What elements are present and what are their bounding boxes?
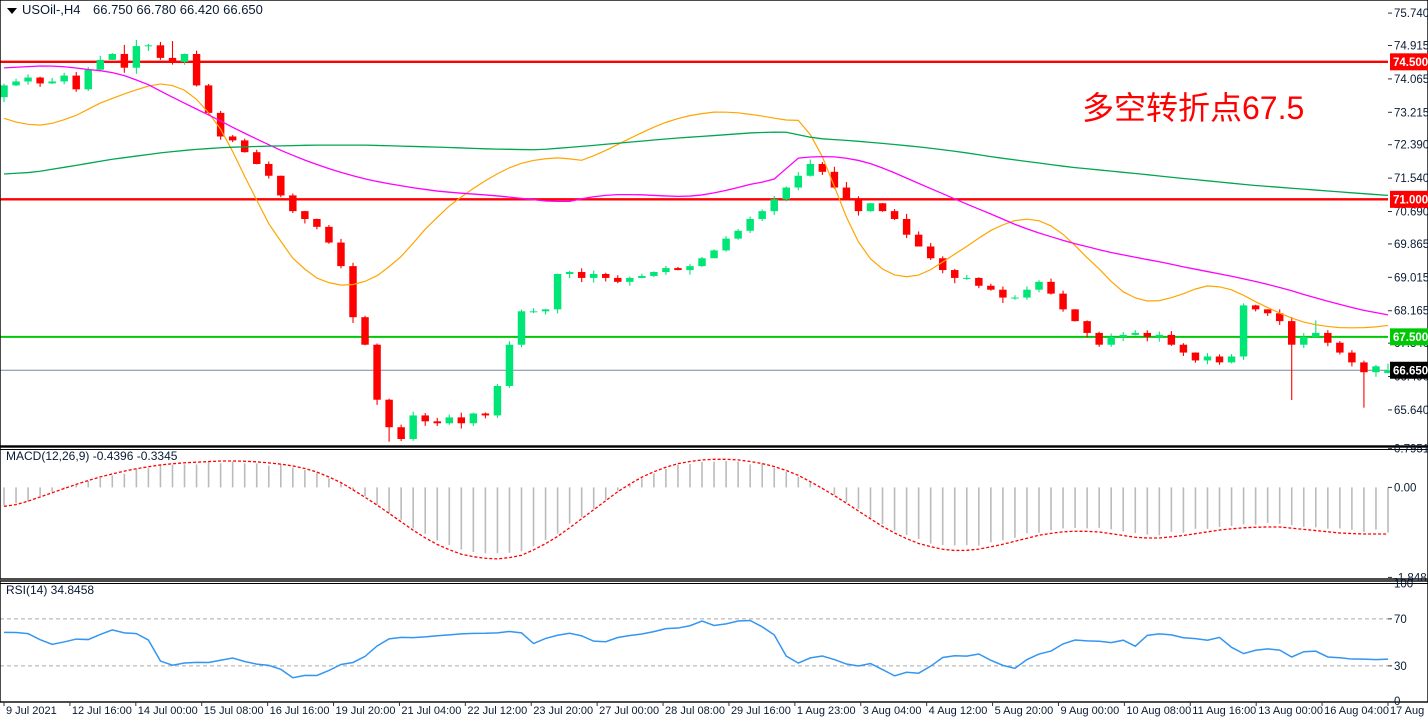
svg-text:100: 100: [1394, 579, 1413, 591]
svg-text:15 Jul 08:00: 15 Jul 08:00: [204, 705, 264, 717]
svg-text:4 Aug 12:00: 4 Aug 12:00: [929, 705, 988, 717]
svg-text:RSI(14) 34.8458: RSI(14) 34.8458: [6, 583, 94, 597]
svg-text:16 Aug 04:00: 16 Aug 04:00: [1324, 705, 1389, 717]
svg-text:72.390: 72.390: [1394, 140, 1428, 152]
svg-text:70.690: 70.690: [1394, 207, 1428, 219]
svg-text:9 Aug 00:00: 9 Aug 00:00: [1060, 705, 1119, 717]
svg-text:22 Jul 12:00: 22 Jul 12:00: [467, 705, 527, 717]
svg-text:74.915: 74.915: [1394, 41, 1428, 53]
svg-text:65.640: 65.640: [1394, 405, 1428, 417]
svg-text:21 Jul 04:00: 21 Jul 04:00: [401, 705, 461, 717]
svg-text:11 Aug 16:00: 11 Aug 16:00: [1192, 705, 1256, 717]
svg-text:74.500: 74.500: [1393, 57, 1428, 69]
svg-text:66.750 66.780 66.420 66.650: 66.750 66.780 66.420 66.650: [93, 2, 263, 17]
svg-text:16 Jul 16:00: 16 Jul 16:00: [270, 705, 330, 717]
svg-text:10 Aug 08:00: 10 Aug 08:00: [1126, 705, 1191, 717]
svg-text:74.065: 74.065: [1394, 74, 1428, 86]
svg-text:0: 0: [1394, 696, 1400, 708]
svg-text:1 Aug 23:00: 1 Aug 23:00: [797, 705, 856, 717]
svg-text:75.740: 75.740: [1394, 8, 1428, 20]
svg-text:19 Jul 20:00: 19 Jul 20:00: [336, 705, 396, 717]
svg-text:3 Aug 04:00: 3 Aug 04:00: [863, 705, 922, 717]
svg-text:71.000: 71.000: [1393, 194, 1428, 206]
svg-text:14 Jul 00:00: 14 Jul 00:00: [138, 705, 198, 717]
svg-text:27 Jul 00:00: 27 Jul 00:00: [599, 705, 659, 717]
svg-text:MACD(12,26,9) -0.4396 -0.3345: MACD(12,26,9) -0.4396 -0.3345: [6, 449, 178, 463]
svg-text:多空转折点67.5: 多空转折点67.5: [1082, 90, 1304, 126]
svg-text:23 Jul 20:00: 23 Jul 20:00: [533, 705, 593, 717]
svg-text:12 Jul 16:00: 12 Jul 16:00: [72, 705, 132, 717]
svg-text:69.015: 69.015: [1394, 272, 1428, 284]
svg-text:0.00: 0.00: [1394, 482, 1416, 494]
svg-text:66.650: 66.650: [1393, 365, 1428, 377]
svg-text:9 Jul 2021: 9 Jul 2021: [6, 705, 57, 717]
svg-text:USOil-,H4: USOil-,H4: [22, 2, 81, 17]
svg-text:28 Jul 08:00: 28 Jul 08:00: [665, 705, 725, 717]
svg-text:5 Aug 20:00: 5 Aug 20:00: [995, 705, 1054, 717]
svg-text:13 Aug 00:00: 13 Aug 00:00: [1258, 705, 1323, 717]
svg-text:30: 30: [1394, 661, 1407, 673]
svg-text:68.165: 68.165: [1394, 306, 1428, 318]
svg-text:29 Jul 16:00: 29 Jul 16:00: [731, 705, 791, 717]
svg-text:73.215: 73.215: [1394, 107, 1428, 119]
svg-text:70: 70: [1394, 614, 1407, 626]
svg-text:67.500: 67.500: [1393, 332, 1428, 344]
svg-text:69.865: 69.865: [1394, 239, 1428, 251]
svg-text:0.7951: 0.7951: [1394, 444, 1428, 456]
svg-text:71.540: 71.540: [1394, 173, 1428, 185]
